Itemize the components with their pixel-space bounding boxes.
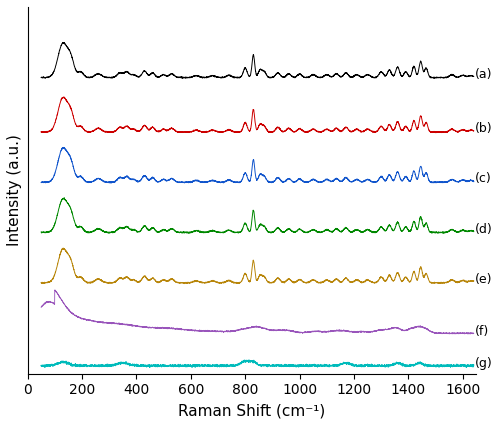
Text: (a): (a) bbox=[475, 68, 492, 81]
Y-axis label: Intensity (a.u.): Intensity (a.u.) bbox=[7, 134, 22, 246]
Text: (f): (f) bbox=[475, 325, 490, 338]
Text: (g): (g) bbox=[475, 357, 493, 371]
X-axis label: Raman Shift (cm⁻¹): Raman Shift (cm⁻¹) bbox=[178, 403, 326, 418]
Text: (c): (c) bbox=[475, 173, 492, 185]
Text: (e): (e) bbox=[475, 273, 492, 286]
Text: (b): (b) bbox=[475, 122, 492, 135]
Text: (d): (d) bbox=[475, 223, 493, 236]
